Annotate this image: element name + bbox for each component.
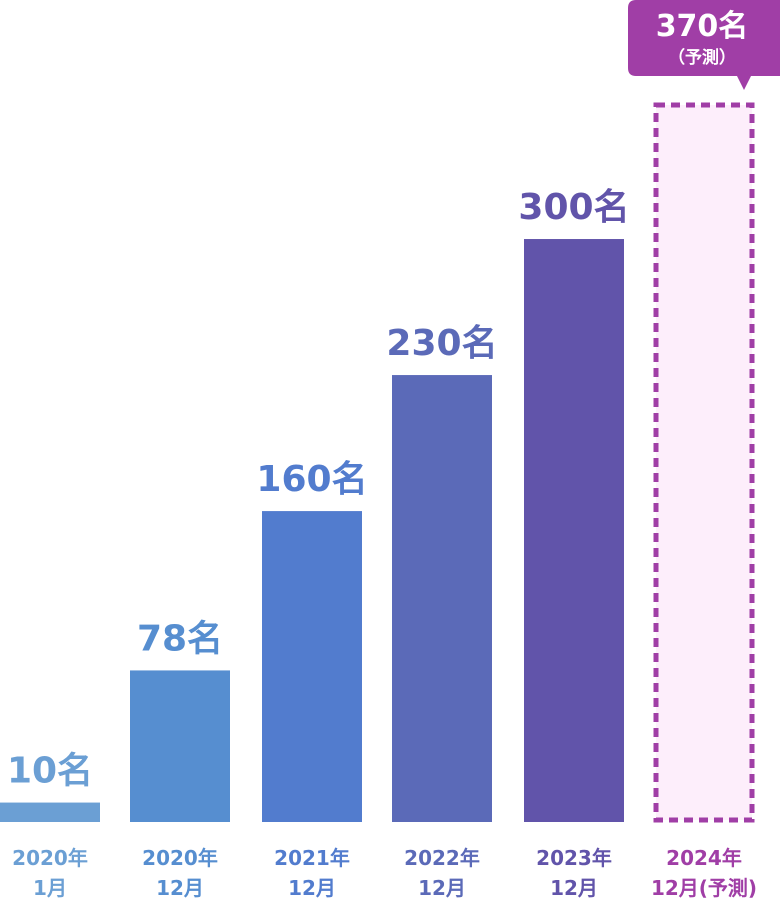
bars-layer (0, 102, 755, 823)
category-label: 2021年 (274, 846, 350, 870)
category-label: 2024年 (666, 846, 742, 870)
labels-layer: 10名 78名 160名 230名 300名 370名 （予測） (7, 0, 780, 792)
bar-1 (130, 670, 230, 822)
category-label: 12月 (418, 876, 466, 900)
forecast-callout-bubble (628, 0, 780, 90)
category-label: 12月 (288, 876, 336, 900)
bar-value-label: 160名 (256, 459, 367, 500)
forecast-note-label: （予測） (668, 47, 736, 68)
bar-forecast (653, 102, 755, 823)
category-label: 12月 (550, 876, 598, 900)
category-label: 2023年 (536, 846, 612, 870)
bar-3 (392, 375, 492, 822)
bar-value-label: 78名 (137, 618, 223, 659)
category-label: 12月(予測) (651, 876, 757, 900)
bar-value-label: 300名 (518, 187, 629, 228)
category-label: 2020年 (12, 846, 88, 870)
category-label: 2020年 (142, 846, 218, 870)
category-labels-layer: 2020年 1月 2020年 12月 2021年 12月 2022年 12月 2023年 12月 2… (12, 846, 757, 900)
category-label: 12月 (156, 876, 204, 900)
bar-0 (0, 802, 100, 822)
forecast-value-label: 370名 (656, 9, 749, 44)
category-label: 1月 (33, 876, 67, 900)
bar-value-label: 230名 (386, 323, 497, 364)
category-label: 2022年 (404, 846, 480, 870)
bar-4 (524, 239, 624, 822)
bar-2 (262, 511, 362, 822)
bar-value-label: 10名 (7, 751, 93, 792)
